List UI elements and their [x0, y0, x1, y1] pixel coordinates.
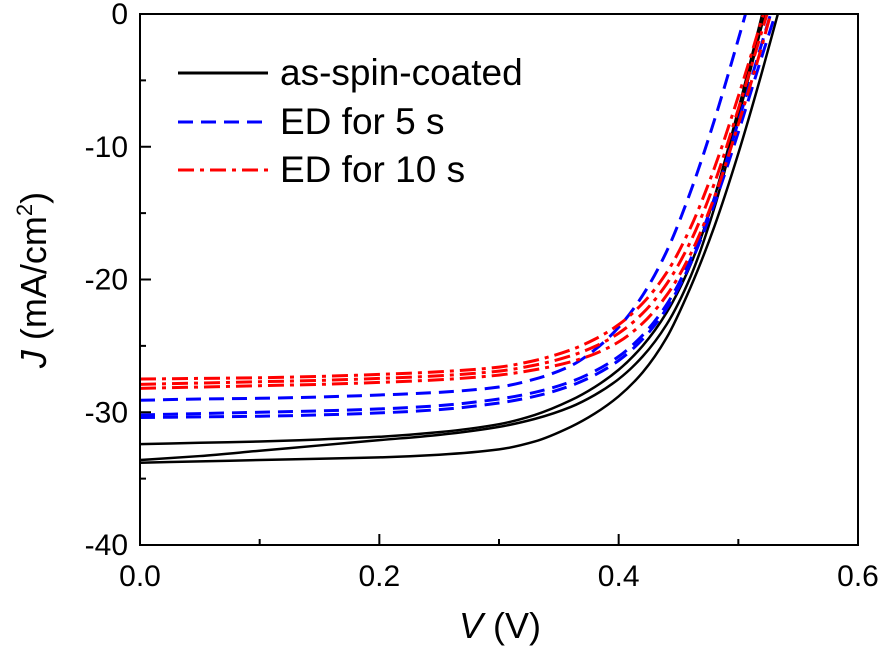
x-tick-label: 0.0	[119, 560, 161, 593]
curve-as-spin-coated-3	[140, 14, 780, 464]
curve-ed-for-10-s-2	[140, 14, 769, 386]
y-tick-label: 0	[111, 0, 128, 31]
y-axis-unit-superscript: 2	[12, 204, 37, 216]
axis-ticks	[139, 13, 859, 546]
x-tick-labels: 0.0 0.2 0.4 0.6	[119, 560, 879, 593]
legend-item-ed-10s: ED for 10 s	[178, 149, 465, 190]
curves-layer	[140, 14, 780, 464]
series-ed-for-10-s	[140, 14, 773, 390]
curve-ed-for-10-s-1	[140, 14, 765, 381]
y-axis-unit: (mA/cm	[13, 216, 54, 340]
legend-label-as-spin-coated: as-spin-coated	[280, 52, 523, 93]
x-tick-label: 0.6	[837, 560, 879, 593]
legend: as-spin-coated ED for 5 s ED for 10 s	[178, 52, 523, 190]
y-tick-labels: 0 -10 -20 -30 -40	[85, 0, 128, 562]
y-tick-label: -40	[85, 529, 128, 562]
y-axis-unit-close: )	[13, 192, 54, 204]
legend-label-ed-5s: ED for 5 s	[280, 101, 445, 142]
y-tick-label: -10	[85, 131, 128, 164]
y-tick-label: -20	[85, 264, 128, 297]
x-axis-label: V (V)	[459, 605, 541, 646]
legend-item-ed-5s: ED for 5 s	[178, 101, 445, 142]
x-axis-variable: V	[459, 605, 486, 646]
curve-ed-for-10-s-3	[140, 14, 773, 390]
y-tick-label: -30	[85, 396, 128, 429]
x-tick-label: 0.2	[358, 560, 400, 593]
y-axis-variable: J	[13, 349, 54, 369]
legend-item-as-spin-coated: as-spin-coated	[178, 52, 523, 93]
curve-as-spin-coated-2	[140, 14, 766, 462]
legend-label-ed-10s: ED for 10 s	[280, 149, 465, 190]
y-axis-label: J (mA/cm2)	[12, 192, 54, 369]
x-tick-label: 0.4	[598, 560, 640, 593]
curve-ed-for-5-s-1	[140, 14, 747, 402]
plot-background	[140, 14, 858, 545]
curve-ed-for-5-s-3	[140, 14, 777, 420]
x-axis-unit: (V)	[493, 605, 541, 646]
